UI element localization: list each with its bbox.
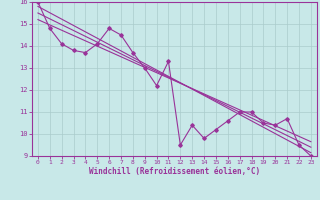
X-axis label: Windchill (Refroidissement éolien,°C): Windchill (Refroidissement éolien,°C): [89, 167, 260, 176]
